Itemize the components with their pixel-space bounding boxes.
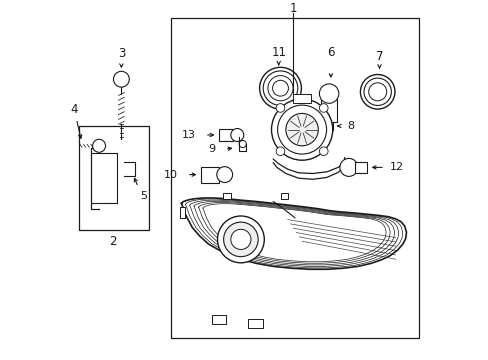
Bar	[79, 126, 149, 230]
Text: 5: 5	[140, 191, 147, 201]
Text: 10: 10	[163, 170, 178, 180]
Bar	[170, 18, 418, 338]
Circle shape	[230, 229, 250, 249]
Circle shape	[319, 84, 338, 103]
Text: 1: 1	[289, 3, 296, 15]
Text: 13: 13	[182, 130, 196, 140]
Text: 11: 11	[271, 46, 285, 59]
Circle shape	[339, 158, 357, 176]
Bar	[201, 167, 218, 183]
Text: 2: 2	[109, 235, 117, 248]
Text: 4: 4	[71, 103, 78, 116]
Bar	[247, 319, 262, 328]
Bar	[223, 193, 230, 199]
Circle shape	[276, 147, 284, 156]
Circle shape	[319, 147, 327, 156]
Circle shape	[271, 99, 332, 160]
Bar	[292, 94, 310, 103]
Bar	[219, 129, 232, 141]
Text: 9: 9	[208, 144, 215, 154]
Circle shape	[92, 139, 105, 152]
Circle shape	[319, 104, 327, 112]
Circle shape	[216, 167, 232, 183]
Text: 8: 8	[346, 121, 353, 131]
Circle shape	[230, 129, 244, 141]
Text: 6: 6	[326, 46, 334, 59]
Circle shape	[113, 71, 129, 87]
Text: 7: 7	[375, 50, 383, 63]
Bar	[280, 193, 288, 199]
Bar	[355, 162, 366, 173]
Circle shape	[276, 104, 284, 112]
Circle shape	[217, 216, 264, 263]
Bar	[179, 207, 185, 218]
Circle shape	[223, 222, 258, 257]
Text: 3: 3	[118, 48, 125, 60]
Bar	[321, 99, 336, 122]
Circle shape	[285, 113, 318, 146]
Text: 12: 12	[389, 162, 404, 172]
Bar	[212, 315, 226, 324]
